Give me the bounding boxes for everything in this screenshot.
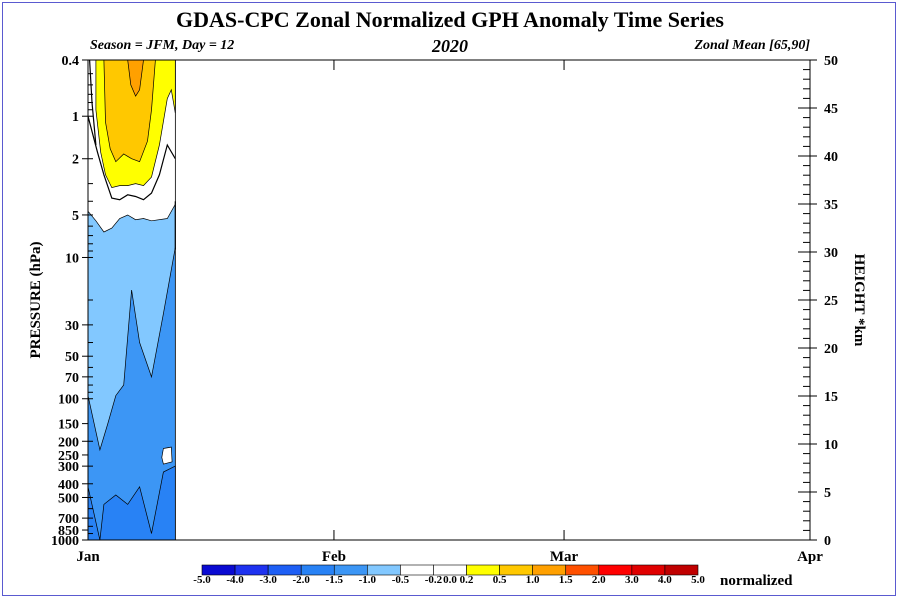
time-axis: Jan Feb Mar Apr — [76, 60, 823, 565]
colorbar-label: 2.0 — [592, 574, 606, 586]
pressure-tick-label: 150 — [58, 418, 79, 433]
height-tick-label: 30 — [824, 246, 838, 261]
colorbar-label: 1.5 — [559, 574, 573, 586]
pressure-tick-label: 100 — [58, 393, 79, 408]
height-tick-label: 20 — [824, 342, 838, 357]
colorbar-label: -2.0 — [292, 574, 310, 586]
region-near-zero-patch — [161, 446, 173, 465]
colorbar-label: 4.0 — [658, 574, 672, 586]
pressure-tick-label: 300 — [58, 460, 79, 475]
height-tick-label: 5 — [824, 486, 831, 501]
pressure-tick-label: 2 — [72, 153, 79, 168]
region-0.5-to-1.0 — [103, 59, 156, 163]
pressure-tick-label: 1000 — [51, 534, 79, 549]
pressure-tick-label: 700 — [58, 512, 79, 527]
colorbar-label: 0.2 — [460, 574, 474, 586]
colorbar-label: -1.0 — [359, 574, 377, 586]
colorbar-label: -4.0 — [226, 574, 244, 586]
colorbar-label: 1.0 — [526, 574, 540, 586]
anomaly-regions — [87, 59, 176, 541]
pressure-tick-label: 500 — [58, 491, 79, 506]
colorbar-label: 0.0 — [443, 574, 457, 586]
pressure-tick-label: 0.4 — [62, 54, 80, 69]
height-tick-label: 50 — [824, 54, 838, 69]
colorbar-label: -3.0 — [259, 574, 277, 586]
height-tick-label: 45 — [824, 102, 838, 117]
colorbar-label: -0.5 — [392, 574, 410, 586]
plot-area-border — [87, 59, 811, 541]
time-tick-label: Jan — [76, 549, 100, 565]
pressure-tick-label: 400 — [58, 478, 79, 493]
pressure-tick-label: 30 — [65, 319, 79, 334]
time-tick-label: Feb — [322, 549, 346, 565]
chart-title: GDAS-CPC Zonal Normalized GPH Anomaly Ti… — [176, 7, 724, 32]
y-axis-label-right: HEIGHT *km — [851, 254, 867, 347]
height-axis: 0 5 10 15 20 25 30 35 40 45 50 — [798, 54, 838, 549]
zonal-mean-label: Zonal Mean [65,90] — [694, 38, 811, 53]
colorbar-label: 5.0 — [691, 574, 705, 586]
colorbar: -5.0 -4.0 -3.0 -2.0 -1.5 -1.0 -0.5 -0.2 0.0 0.2 0.… — [193, 564, 705, 586]
colorbar-label: -5.0 — [193, 574, 211, 586]
colorbar-label: -1.5 — [326, 574, 344, 586]
colorbar-label: 0.5 — [493, 574, 507, 586]
height-tick-label: 40 — [824, 150, 838, 165]
time-tick-label: Apr — [797, 549, 823, 565]
pressure-tick-label: 200 — [58, 435, 79, 450]
time-tick-label: Mar — [550, 549, 579, 565]
pressure-tick-label: 250 — [58, 449, 79, 464]
contour-line-0 — [87, 116, 176, 201]
pressure-tick-label: 70 — [65, 371, 79, 386]
season-day-label: Season = JFM, Day = 12 — [90, 38, 235, 53]
height-tick-label: 25 — [824, 294, 838, 309]
y-axis-label: PRESSURE (hPa) — [28, 241, 44, 358]
pressure-tick-label: 850 — [58, 524, 79, 539]
colorbar-units: normalized — [720, 573, 793, 589]
year-label: 2020 — [432, 36, 468, 56]
pressure-tick-label: 50 — [65, 350, 79, 365]
height-tick-label: 0 — [824, 534, 831, 549]
height-tick-label: 15 — [824, 390, 838, 405]
colorbar-label: 3.0 — [625, 574, 639, 586]
pressure-tick-label: 10 — [65, 251, 79, 266]
pressure-tick-label: 1 — [72, 110, 79, 125]
pressure-tick-label: 5 — [72, 209, 79, 224]
colorbar-label: -0.2 — [425, 574, 443, 586]
height-tick-label: 35 — [824, 198, 838, 213]
height-tick-label: 10 — [824, 438, 838, 453]
colorbar-swatch — [664, 564, 699, 576]
